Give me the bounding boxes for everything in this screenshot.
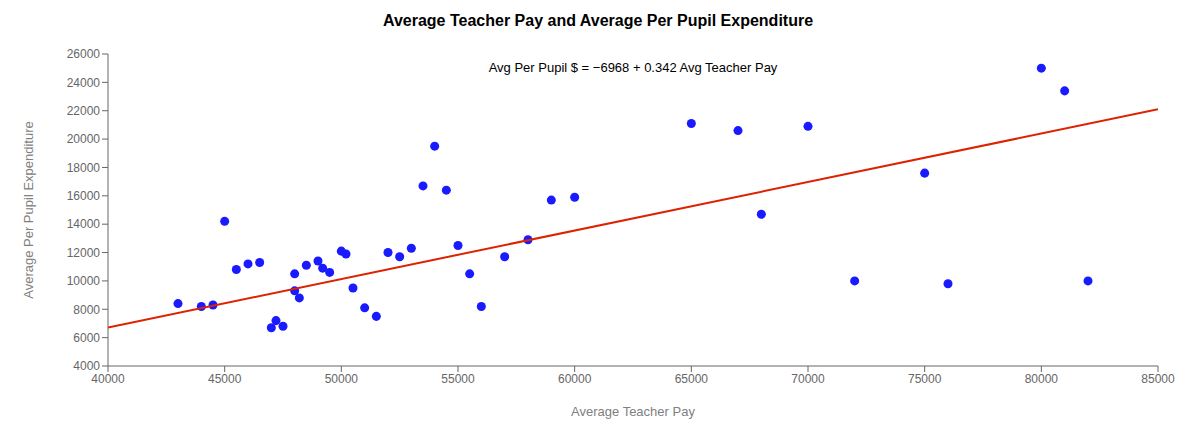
svg-text:20000: 20000: [67, 132, 101, 146]
svg-text:12000: 12000: [67, 246, 101, 260]
svg-text:85000: 85000: [1141, 372, 1175, 386]
svg-text:22000: 22000: [67, 104, 101, 118]
svg-text:16000: 16000: [67, 189, 101, 203]
svg-text:8000: 8000: [73, 303, 100, 317]
svg-text:40000: 40000: [91, 372, 125, 386]
svg-text:4000: 4000: [73, 359, 100, 373]
svg-text:45000: 45000: [208, 372, 242, 386]
svg-text:6000: 6000: [73, 331, 100, 345]
svg-text:75000: 75000: [908, 372, 942, 386]
svg-text:Average Teacher Pay: Average Teacher Pay: [571, 404, 695, 419]
svg-text:60000: 60000: [558, 372, 592, 386]
svg-text:55000: 55000: [441, 372, 475, 386]
svg-text:26000: 26000: [67, 47, 101, 61]
svg-text:Average Per Pupil Expenditure: Average Per Pupil Expenditure: [21, 121, 36, 299]
svg-text:65000: 65000: [675, 372, 709, 386]
svg-text:50000: 50000: [325, 372, 359, 386]
html-text:Average Teacher Pay and Averag: Average Teacher Pay and Average Per Pupi…: [383, 12, 813, 29]
svg-text:10000: 10000: [67, 274, 101, 288]
svg-text:18000: 18000: [67, 161, 101, 175]
svg-text:70000: 70000: [791, 372, 825, 386]
svg-text:80000: 80000: [1025, 372, 1059, 386]
svg-text:24000: 24000: [67, 76, 101, 90]
html-text:Avg Per Pupil $ = −6968 + 0.34: Avg Per Pupil $ = −6968 + 0.342 Avg Teac…: [488, 60, 778, 75]
svg-text:14000: 14000: [67, 217, 101, 231]
